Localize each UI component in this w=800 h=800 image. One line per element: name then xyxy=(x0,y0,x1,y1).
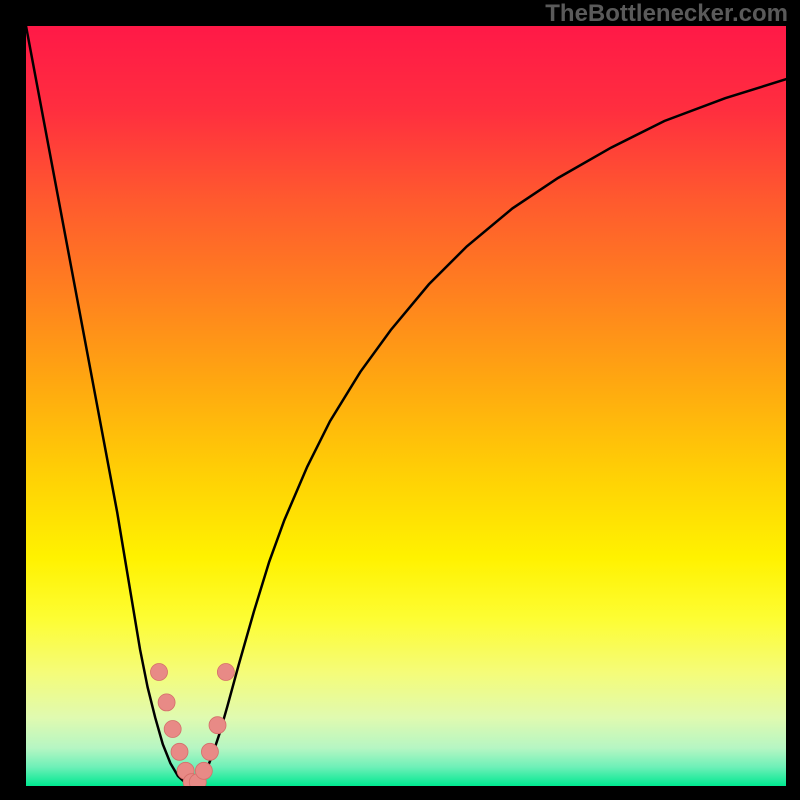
curve-marker xyxy=(217,664,234,681)
curve-marker xyxy=(151,664,168,681)
curve-marker xyxy=(171,743,188,760)
bottleneck-curve-path xyxy=(26,26,786,786)
curve-marker xyxy=(195,762,212,779)
curve-marker xyxy=(164,721,181,738)
curve-marker xyxy=(158,694,175,711)
chart-container: TheBottlenecker.com xyxy=(0,0,800,800)
watermark-text: TheBottlenecker.com xyxy=(545,0,788,28)
curve-marker xyxy=(201,743,218,760)
bottleneck-curve xyxy=(26,26,786,786)
curve-marker xyxy=(209,717,226,734)
plot-area xyxy=(26,26,786,786)
